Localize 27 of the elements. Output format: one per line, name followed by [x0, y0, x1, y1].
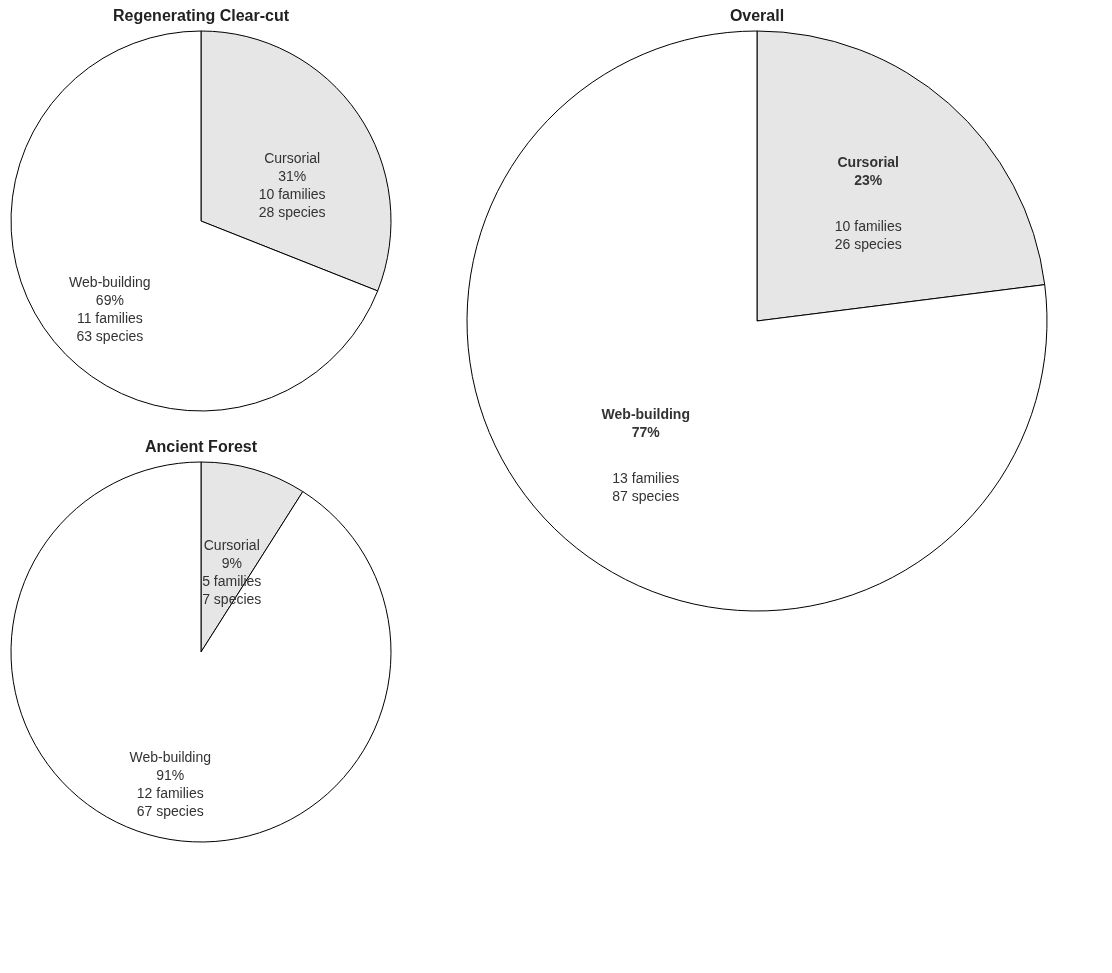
text: 12 families	[136, 784, 204, 801]
pie-slice	[466, 30, 1048, 612]
data-label: 23%	[854, 171, 883, 188]
text: 10 families	[834, 217, 902, 234]
data-label: 69%	[95, 291, 124, 308]
data-label: 91%	[156, 766, 185, 783]
slice-label: Web-building	[601, 406, 690, 423]
chart-title: Ancient Forest	[144, 438, 258, 455]
slice-label: Cursorial	[264, 150, 321, 167]
chart-title: Regenerating Clear-cut	[112, 7, 290, 24]
text: 67 species	[136, 802, 204, 819]
data-label: 31%	[278, 168, 307, 185]
text: 28 species	[258, 204, 326, 221]
data-label: 77%	[631, 424, 661, 441]
chart-title: Overall	[729, 7, 785, 24]
slice-label: Cursorial	[837, 153, 899, 170]
slice-label: Web-building	[69, 273, 151, 290]
text: 11 families	[76, 309, 143, 326]
text: 10 families	[258, 186, 326, 203]
data-label: 9%	[221, 555, 242, 572]
text: 26 species	[834, 235, 902, 252]
pie-slice	[10, 461, 392, 843]
text: 87 species	[612, 488, 680, 505]
slice-label: Cursorial	[203, 537, 260, 554]
text: 63 species	[76, 327, 144, 344]
text: 13 families	[612, 470, 680, 487]
slice-label: Web-building	[129, 748, 211, 765]
